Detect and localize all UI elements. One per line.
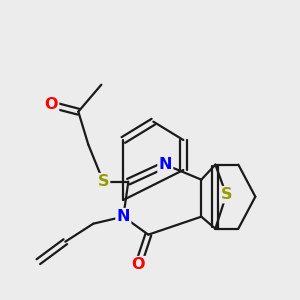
Text: O: O [132,257,145,272]
Text: N: N [117,209,130,224]
Text: S: S [220,187,232,202]
Text: N: N [159,157,172,172]
Text: S: S [98,174,109,189]
Text: O: O [45,97,58,112]
